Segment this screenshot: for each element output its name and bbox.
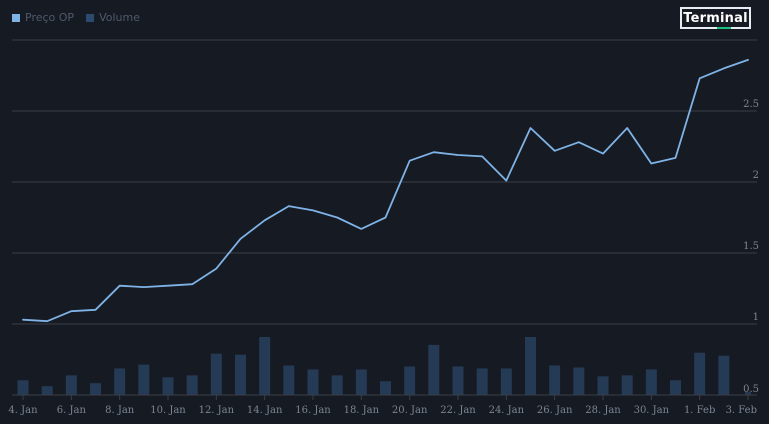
volume-bar xyxy=(283,365,295,395)
x-tick-label: 22. Jan xyxy=(440,405,476,416)
y-tick-labels: 0.5 1 1.5 2 2.5 xyxy=(743,99,759,395)
legend-swatch-price xyxy=(12,13,20,22)
x-tick-label: 4. Jan xyxy=(8,405,38,416)
x-tick-label: 16. Jan xyxy=(295,405,331,416)
volume-bars xyxy=(17,336,751,395)
y-tick-label: 1 xyxy=(753,312,759,323)
brand-label: Terminal xyxy=(683,10,748,26)
legend-item-price[interactable]: Preço OP xyxy=(12,11,74,24)
x-tick-label: 30. Jan xyxy=(634,405,670,416)
volume-bar xyxy=(380,381,391,395)
volume-bar xyxy=(331,375,343,395)
brand-accent-line xyxy=(717,27,731,29)
volume-bar xyxy=(138,364,150,395)
volume-bar xyxy=(210,353,222,395)
x-tick-label: 10. Jan xyxy=(150,405,186,416)
x-tick-label: 3. Feb xyxy=(726,405,757,416)
x-tick-label: 20. Jan xyxy=(392,405,428,416)
volume-bar xyxy=(500,368,512,395)
volume-bar xyxy=(525,336,536,395)
volume-bar xyxy=(549,365,561,395)
volume-bar xyxy=(114,368,126,395)
volume-bar xyxy=(645,369,657,395)
y-tick-label: 1.5 xyxy=(743,241,759,252)
volume-bar xyxy=(694,352,706,395)
volume-bar xyxy=(476,368,488,395)
legend-label-price: Preço OP xyxy=(25,11,75,24)
volume-bar xyxy=(670,380,681,395)
y-tick-label: 0.5 xyxy=(743,384,759,395)
legend-label-volume: Volume xyxy=(99,11,140,24)
x-tick-label: 6. Jan xyxy=(57,405,87,416)
volume-bar xyxy=(307,369,319,395)
price-line xyxy=(22,59,749,323)
x-tick-label: 12. Jan xyxy=(199,405,235,416)
volume-bar xyxy=(355,369,367,395)
volume-bar xyxy=(17,380,29,395)
volume-bar xyxy=(259,336,271,395)
price-line-layer xyxy=(22,59,749,323)
x-tick-label: 26. Jan xyxy=(537,405,573,416)
volume-bar xyxy=(597,376,609,395)
volume-bar xyxy=(573,367,585,395)
x-axis: 4. Jan 6. Jan 8. Jan 10. Jan 12. Jan 14. Jan 1… xyxy=(8,394,757,416)
legend-swatch-volume xyxy=(86,13,95,22)
volume-bar xyxy=(235,354,246,395)
volume-bar xyxy=(745,392,751,395)
gridlines xyxy=(12,39,757,325)
volume-bar xyxy=(428,344,440,395)
volume-bar xyxy=(718,355,730,395)
x-tick-label: 24. Jan xyxy=(489,405,525,416)
x-tick-label: 8. Jan xyxy=(105,405,135,416)
x-tick-label: 18. Jan xyxy=(344,405,380,416)
y-tick-label: 2 xyxy=(753,170,759,181)
x-tick-label: 1. Feb xyxy=(684,405,715,416)
volume-bar xyxy=(452,366,464,395)
y-tick-label: 2.5 xyxy=(743,99,759,110)
x-tick-label: 28. Jan xyxy=(585,405,621,416)
volume-bar xyxy=(162,377,174,395)
legend-item-volume[interactable]: Volume xyxy=(86,11,140,24)
volume-bar xyxy=(41,386,53,395)
volume-bar xyxy=(186,375,198,395)
volume-bar xyxy=(90,383,101,395)
x-tick-label: 14. Jan xyxy=(247,405,283,416)
chart-legend: Preço OP Volume xyxy=(12,11,140,24)
brand-logo[interactable]: Terminal xyxy=(680,7,751,29)
volume-bar xyxy=(404,366,416,395)
volume-bar xyxy=(65,375,77,395)
volume-bar xyxy=(621,375,633,395)
